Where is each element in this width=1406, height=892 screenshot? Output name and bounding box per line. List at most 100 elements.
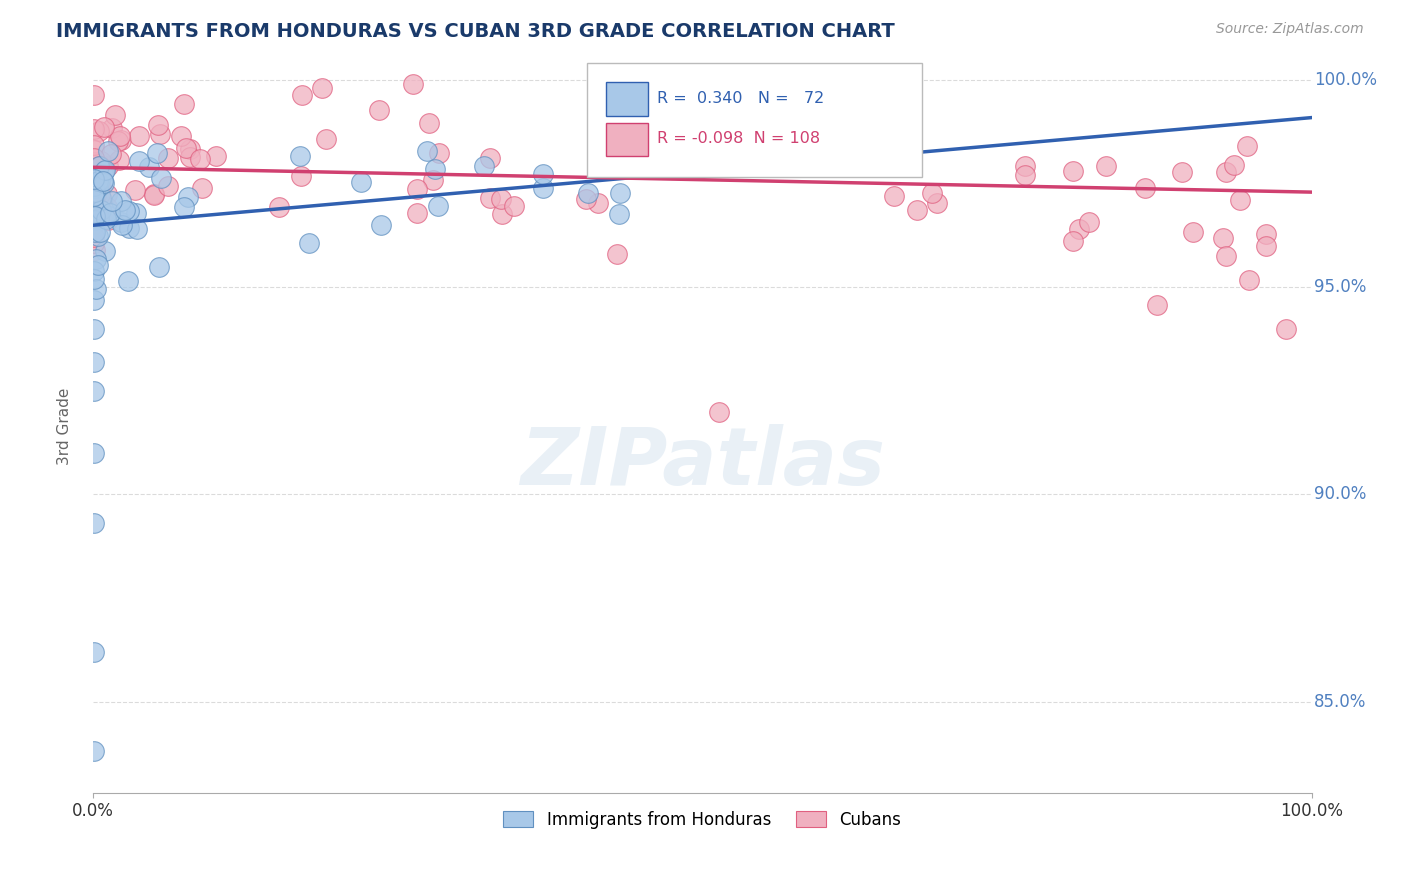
Point <box>84 185 107 199</box>
Point <box>101 194 124 208</box>
Point <box>418 116 440 130</box>
Point <box>1256 227 1278 241</box>
Point <box>1212 231 1234 245</box>
Point <box>86 282 108 296</box>
Point <box>405 182 427 196</box>
Point <box>83 264 105 278</box>
Point <box>1133 181 1156 195</box>
Point <box>114 203 136 218</box>
Point <box>606 247 628 261</box>
Point <box>472 159 495 173</box>
Point <box>138 160 160 174</box>
Point <box>84 209 107 223</box>
Text: 95.0%: 95.0% <box>1315 278 1367 296</box>
Point <box>575 192 598 206</box>
Point <box>83 187 105 202</box>
Point <box>107 134 129 148</box>
Point <box>148 260 170 274</box>
Point <box>1237 273 1260 287</box>
Point <box>814 138 837 153</box>
Point <box>1254 239 1277 253</box>
Point <box>118 220 141 235</box>
Point <box>1146 298 1168 312</box>
Point <box>1236 139 1258 153</box>
Point <box>89 159 111 173</box>
Point <box>84 225 107 239</box>
Point <box>607 206 630 220</box>
Point <box>149 128 172 142</box>
Point <box>97 213 120 227</box>
Point <box>84 198 107 212</box>
Point <box>349 174 371 188</box>
Point <box>128 128 150 143</box>
Point <box>883 189 905 203</box>
Point <box>83 230 105 244</box>
Point <box>1014 168 1036 182</box>
Point <box>84 252 107 266</box>
Point <box>173 97 195 112</box>
Point <box>311 81 333 95</box>
Text: Source: ZipAtlas.com: Source: ZipAtlas.com <box>1216 22 1364 37</box>
Point <box>83 159 105 173</box>
Point <box>179 143 201 157</box>
Point <box>87 181 110 195</box>
Point <box>93 244 115 258</box>
Point <box>370 218 392 232</box>
Point <box>1171 164 1194 178</box>
Point <box>905 202 928 217</box>
Text: ZIPatlas: ZIPatlas <box>520 424 884 502</box>
Point <box>84 243 107 257</box>
Point <box>97 159 120 173</box>
Point <box>491 207 513 221</box>
Point <box>125 206 148 220</box>
Point <box>426 199 449 213</box>
Point <box>110 133 132 147</box>
Point <box>93 164 115 178</box>
Point <box>1067 222 1090 236</box>
Point <box>1062 164 1084 178</box>
Point <box>83 446 105 460</box>
Point <box>107 153 129 167</box>
Point <box>146 118 169 132</box>
Point <box>117 274 139 288</box>
Point <box>609 186 631 200</box>
Point <box>96 200 118 214</box>
Point <box>191 181 214 195</box>
Point <box>89 187 111 202</box>
Point <box>83 516 105 531</box>
Point <box>188 152 211 166</box>
Point <box>96 212 118 227</box>
Point <box>673 148 696 162</box>
Point <box>84 199 107 213</box>
Point <box>124 183 146 197</box>
Point <box>1275 322 1298 336</box>
Point <box>86 162 108 177</box>
Point <box>825 158 848 172</box>
Point <box>125 221 148 235</box>
Point <box>586 196 609 211</box>
Point <box>149 171 172 186</box>
Point <box>128 154 150 169</box>
Point <box>83 744 105 758</box>
Point <box>921 186 943 200</box>
Point <box>427 146 450 161</box>
Point <box>1014 159 1036 173</box>
Point <box>87 124 110 138</box>
Point <box>267 200 290 214</box>
Point <box>84 183 107 197</box>
Point <box>205 149 228 163</box>
Point <box>110 128 132 143</box>
Point <box>173 200 195 214</box>
Point <box>118 204 141 219</box>
FancyBboxPatch shape <box>606 82 648 116</box>
Point <box>844 100 866 114</box>
Point <box>619 130 641 145</box>
Point <box>84 187 107 202</box>
Text: 90.0%: 90.0% <box>1315 485 1367 503</box>
Point <box>531 167 554 181</box>
Point <box>110 215 132 229</box>
Point <box>142 188 165 202</box>
Point <box>89 225 111 239</box>
Point <box>405 206 427 220</box>
Point <box>83 171 105 186</box>
